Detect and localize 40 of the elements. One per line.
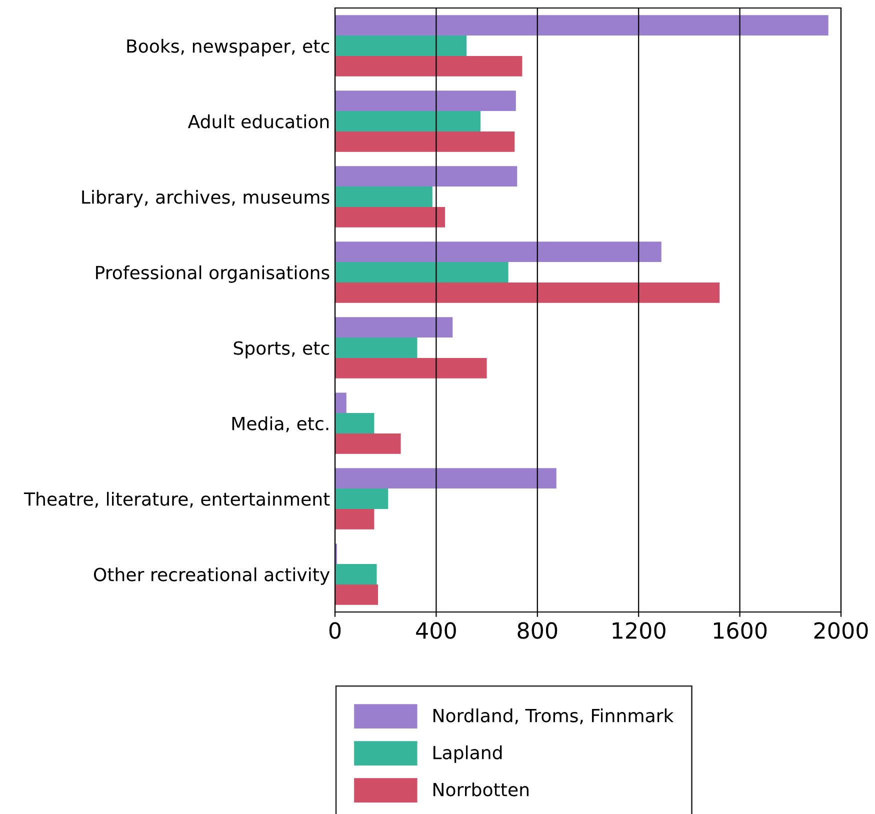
bar — [335, 564, 377, 584]
bar — [335, 358, 487, 378]
bar — [335, 282, 720, 303]
y-tick-label: Other recreational activity — [94, 567, 330, 585]
bar — [335, 508, 374, 530]
bar — [335, 317, 453, 338]
x-tick-label: 2000 — [814, 622, 868, 639]
bar — [335, 338, 418, 358]
x-tick-label: 1200 — [612, 622, 666, 639]
y-tick-label: Library, archives, museums — [82, 190, 330, 208]
bar — [335, 56, 522, 76]
y-tick-label: Theatre, literature, entertainment — [24, 492, 330, 508]
x-tick-label: 0 — [329, 622, 341, 639]
y-tick-label: Professional organisations — [96, 265, 330, 283]
legend-label: Lapland — [433, 745, 502, 763]
y-tick-label: Adult education — [188, 114, 329, 128]
x-tick-label: 800 — [518, 622, 558, 639]
bar — [335, 111, 480, 132]
bar — [335, 413, 374, 434]
bar — [335, 242, 662, 262]
x-tick-label: 400 — [416, 622, 456, 639]
bar — [335, 262, 508, 282]
bar — [335, 131, 515, 152]
y-tick-label: Books, newspaper, etc — [127, 38, 330, 56]
bar — [335, 36, 467, 56]
x-tick-label: 1600 — [714, 622, 767, 639]
bar — [335, 186, 432, 207]
bar — [335, 206, 446, 228]
bar — [335, 15, 828, 36]
y-tick-label: Media, etc. — [232, 416, 328, 432]
legend-label: Nordland, Troms, Finnmark — [433, 708, 674, 724]
bar — [335, 166, 518, 187]
bar — [335, 468, 556, 489]
y-tick-label: Sports, etc — [234, 341, 330, 358]
bar — [335, 488, 388, 509]
bar — [335, 584, 378, 605]
bar — [335, 90, 516, 112]
bar — [335, 433, 401, 454]
legend-label: Norrbotten — [433, 782, 528, 796]
bar — [335, 392, 346, 414]
